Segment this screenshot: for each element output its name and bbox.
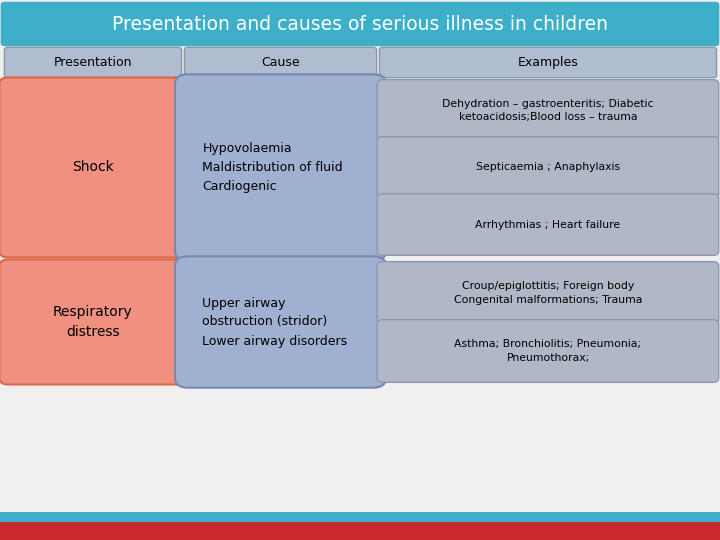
Text: Shock: Shock <box>72 160 114 174</box>
Text: Presentation: Presentation <box>54 56 132 69</box>
Text: Asthma; Bronchiolitis; Pneumonia;
Pneumothorax;: Asthma; Bronchiolitis; Pneumonia; Pneumo… <box>454 340 642 362</box>
Text: Respiratory
distress: Respiratory distress <box>53 305 133 339</box>
FancyBboxPatch shape <box>377 137 719 198</box>
FancyBboxPatch shape <box>377 262 719 325</box>
FancyBboxPatch shape <box>377 80 719 141</box>
Text: Septicaemia ; Anaphylaxis: Septicaemia ; Anaphylaxis <box>476 163 620 172</box>
Text: Hypovolaemia
Maldistribution of fluid
Cardiogenic: Hypovolaemia Maldistribution of fluid Ca… <box>202 142 343 193</box>
Text: Croup/epiglottitis; Foreign body
Congenital malformations; Trauma: Croup/epiglottitis; Foreign body Congeni… <box>454 281 642 305</box>
FancyBboxPatch shape <box>175 256 386 388</box>
FancyBboxPatch shape <box>379 48 716 78</box>
FancyBboxPatch shape <box>377 194 719 255</box>
FancyBboxPatch shape <box>1 2 719 46</box>
FancyBboxPatch shape <box>377 320 719 382</box>
Text: Upper airway
obstruction (stridor)
Lower airway disorders: Upper airway obstruction (stridor) Lower… <box>202 296 348 348</box>
Bar <box>0 512 720 522</box>
FancyBboxPatch shape <box>0 78 186 258</box>
Text: Presentation and causes of serious illness in children: Presentation and causes of serious illne… <box>112 15 608 33</box>
Bar <box>0 522 720 540</box>
Text: Cause: Cause <box>261 56 300 69</box>
FancyBboxPatch shape <box>4 48 181 78</box>
FancyBboxPatch shape <box>175 75 386 261</box>
Text: Arrhythmias ; Heart failure: Arrhythmias ; Heart failure <box>475 219 621 230</box>
Text: Dehydration – gastroenteritis; Diabetic
ketoacidosis;Blood loss – trauma: Dehydration – gastroenteritis; Diabetic … <box>442 99 654 122</box>
FancyBboxPatch shape <box>0 260 186 384</box>
FancyBboxPatch shape <box>184 48 377 78</box>
Text: Examples: Examples <box>518 56 578 69</box>
